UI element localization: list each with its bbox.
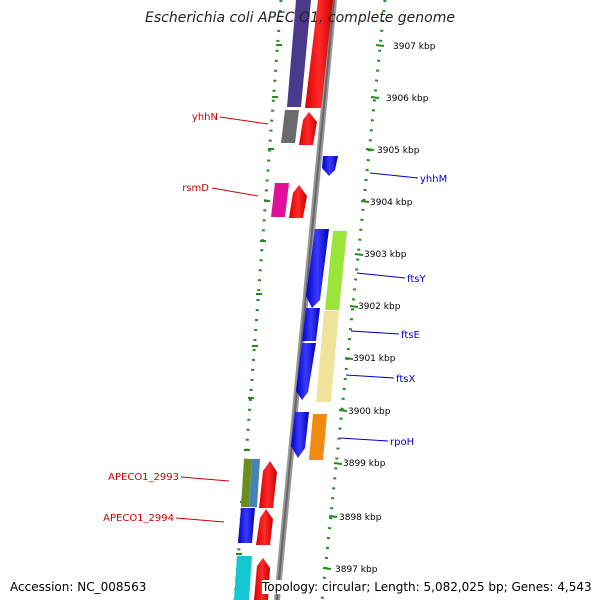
gene-label-left: APECO1_2994	[103, 513, 174, 524]
genome-summary-text: Topology: circular; Length: 5,082,025 bp…	[262, 580, 592, 594]
gene-feature	[256, 509, 273, 545]
gene-feature	[249, 459, 260, 507]
gene-feature	[238, 508, 255, 543]
gene-feature	[234, 556, 252, 600]
gene-feature	[291, 412, 309, 458]
gene-feature	[259, 461, 277, 508]
accession-text: Accession: NC_008563	[10, 580, 147, 594]
gene-label-right: ftsY	[407, 274, 426, 285]
kbp-label: 3902 kbp	[358, 302, 401, 312]
kbp-label: 3900 kbp	[348, 407, 391, 417]
outer-ticks	[322, 44, 385, 570]
gene-label-left: APECO1_2993	[108, 472, 179, 483]
gene-feature	[309, 414, 327, 460]
gene-feature	[299, 112, 317, 145]
right-label-lines	[339, 172, 419, 442]
gene-label-right: ftsE	[401, 330, 420, 341]
gene-feature	[289, 185, 307, 218]
kbp-label: 3904 kbp	[370, 198, 413, 208]
kbp-label: 3907 kbp	[393, 42, 436, 52]
gene-feature	[322, 156, 338, 176]
kbp-label: 3898 kbp	[339, 513, 382, 523]
gene-label-right: yhhM	[420, 174, 447, 185]
gene-feature	[241, 459, 252, 507]
gene-feature	[287, 0, 311, 107]
gene-feature	[306, 229, 329, 308]
gene-label-left: rsmD	[182, 183, 209, 194]
left-label-lines	[175, 116, 269, 523]
gene-label-left: yhhN	[192, 112, 218, 123]
outer-dotted-ring	[320, 0, 387, 600]
gene-feature	[296, 343, 316, 400]
gene-feature	[271, 183, 289, 217]
gene-feature	[302, 308, 320, 341]
gene-feature	[325, 231, 347, 310]
kbp-label: 3899 kbp	[343, 459, 386, 469]
map-title: Escherichia coli APEC O1, complete genom…	[145, 10, 455, 26]
gene-label-right: rpoH	[390, 437, 414, 448]
gene-feature	[305, 0, 333, 108]
kbp-label: 3906 kbp	[386, 94, 429, 104]
kbp-label: 3901 kbp	[353, 354, 396, 364]
kbp-label: 3897 kbp	[335, 565, 378, 575]
gene-label-right: ftsX	[396, 374, 415, 385]
gene-feature	[281, 110, 299, 143]
kbp-label: 3905 kbp	[377, 146, 420, 156]
kbp-label: 3903 kbp	[364, 250, 407, 260]
genome-backbone-core	[276, 0, 335, 600]
gene-feature	[316, 311, 339, 402]
